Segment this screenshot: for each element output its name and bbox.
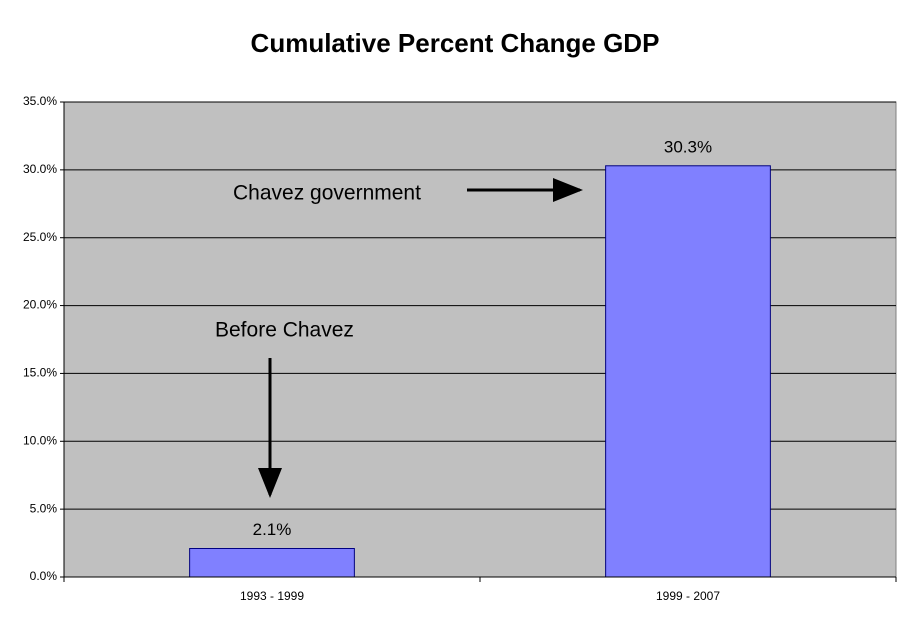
y-tick-label: 15.0% [23, 366, 57, 380]
y-tick-label: 35.0% [23, 94, 57, 108]
chart-title: Cumulative Percent Change GDP [251, 28, 660, 58]
data-label: 30.3% [664, 137, 712, 156]
bar [189, 548, 355, 578]
bar [605, 165, 771, 578]
annotation: Chavez government [233, 182, 421, 205]
bars [189, 165, 771, 578]
y-tick-label: 10.0% [23, 433, 57, 447]
y-tick-label: 30.0% [23, 162, 57, 176]
x-tick-label: 1993 - 1999 [240, 589, 304, 603]
y-tick-label: 20.0% [23, 298, 57, 312]
x-tick-label: 1999 - 2007 [656, 589, 720, 603]
data-label: 2.1% [253, 520, 292, 539]
annotation: Before Chavez [215, 319, 354, 342]
plot-area [63, 101, 897, 578]
y-tick-label: 5.0% [30, 501, 58, 515]
y-tick-label: 25.0% [23, 230, 57, 244]
y-tick-label: 0.0% [30, 569, 58, 583]
